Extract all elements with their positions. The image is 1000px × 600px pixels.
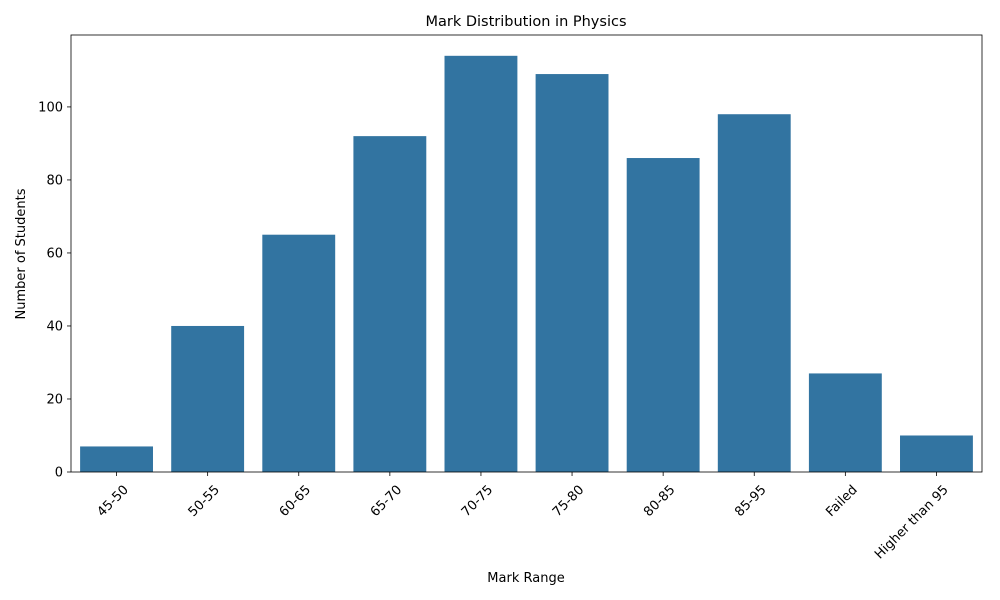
bar-50-55 xyxy=(171,325,245,472)
bar-70-75 xyxy=(444,55,518,473)
x-tick-label: 85-95 xyxy=(732,483,769,520)
y-tick-label: 80 xyxy=(46,173,63,188)
y-tick-label: 20 xyxy=(46,392,63,407)
x-tick-label: 80-85 xyxy=(641,483,678,520)
y-tick-label: 40 xyxy=(46,319,63,334)
bar-60-65 xyxy=(262,234,336,472)
y-tick-label: 60 xyxy=(46,246,63,261)
bars-group xyxy=(80,55,973,473)
chart-title: Mark Distribution in Physics xyxy=(425,14,626,30)
x-tick-label: 65-70 xyxy=(368,483,405,520)
y-axis-label: Number of Students xyxy=(14,188,29,319)
bar-failed xyxy=(808,373,882,472)
bar-higher-than-95 xyxy=(900,435,973,472)
x-tick-label: 60-65 xyxy=(277,483,314,520)
y-tick-label: 0 xyxy=(55,466,63,481)
plot-frame xyxy=(70,34,983,473)
bar-45-50 xyxy=(80,446,153,472)
x-axis-ticks: 45-50 50-55 60-65 65-70 70-75 75-80 80-85 85-95… xyxy=(94,472,952,563)
x-tick-label: 75-80 xyxy=(550,483,587,520)
x-tick-label: 45-50 xyxy=(94,483,131,520)
x-tick-label: Higher than 95 xyxy=(872,483,952,563)
y-tick-label: 100 xyxy=(38,100,63,115)
bar-75-80 xyxy=(535,74,609,473)
bar-80-85 xyxy=(626,158,700,473)
x-axis-label: Mark Range xyxy=(487,571,564,586)
y-axis-ticks: 0 20 40 60 80 100 xyxy=(38,100,71,481)
x-tick-label: Failed xyxy=(823,483,860,520)
bar-65-70 xyxy=(353,136,427,472)
x-tick-label: 50-55 xyxy=(186,483,223,520)
x-tick-label: 70-75 xyxy=(459,483,496,520)
bar-85-95 xyxy=(717,114,791,472)
